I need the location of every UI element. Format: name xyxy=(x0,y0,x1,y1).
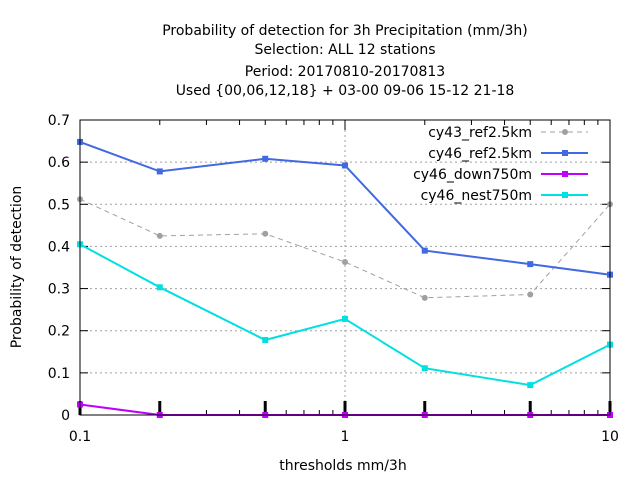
y-tick-label: 0.7 xyxy=(48,113,70,129)
plot-frame xyxy=(79,119,611,416)
legend: cy43_ref2.5km cy46_ref2.5km cy46_down750mc… xyxy=(413,125,588,204)
x-tick-label: 10 xyxy=(601,429,619,445)
y-axis-label: Probability of detection xyxy=(9,186,25,349)
legend-label: cy46_ref2.5km xyxy=(428,146,532,162)
legend-label: cy43_ref2.5km xyxy=(428,125,532,141)
data-point xyxy=(421,294,428,301)
series-cy43_ref2.5km xyxy=(77,196,613,301)
tick-labels: 0 0.1 0.2 0.3 0.4 0.5 0.6 0.7 0.1 1 10 xyxy=(48,113,619,445)
y-tick-label: 0.4 xyxy=(48,239,70,255)
x-axis-label: thresholds mm/3h xyxy=(279,458,406,474)
legend-swatch-marker xyxy=(562,192,568,198)
chart-title-block: Probability of detection for 3h Precipit… xyxy=(162,23,528,99)
data-point xyxy=(527,261,534,268)
data-point xyxy=(262,230,269,237)
x-tick-label: 1 xyxy=(341,429,350,445)
y-tick-label: 0.3 xyxy=(48,282,70,298)
data-point xyxy=(527,382,534,389)
y-tick-label: 0.6 xyxy=(48,155,70,171)
data-point xyxy=(342,259,348,266)
legend-swatch-marker xyxy=(562,150,568,156)
data-point xyxy=(262,155,269,162)
data-point xyxy=(156,232,163,239)
chart-title: Probability of detection for 3h Precipit… xyxy=(162,23,528,39)
data-point xyxy=(342,162,348,169)
data-point xyxy=(421,365,428,372)
data-point xyxy=(156,284,163,291)
legend-label: cy46_nest750m xyxy=(421,188,532,204)
x-tick-label: 0.1 xyxy=(69,429,91,445)
y-tick-label: 0.2 xyxy=(48,324,70,340)
y-tick-label: 0 xyxy=(61,408,70,424)
y-tick-label: 0.1 xyxy=(48,366,70,382)
data-point xyxy=(527,291,534,298)
grid xyxy=(80,120,610,415)
legend-label: cy46_down750m xyxy=(413,167,532,183)
legend-swatch-marker xyxy=(562,129,568,135)
chart-subtitle-selection: Selection: ALL 12 stations xyxy=(254,42,435,58)
legend-swatch-marker xyxy=(562,171,568,177)
data-point xyxy=(156,168,163,175)
y-tick-label: 0.5 xyxy=(48,197,70,213)
data-point xyxy=(342,315,348,322)
data-point xyxy=(262,336,269,343)
chart-subtitle-used: Used {00,06,12,18} + 03-00 09-06 15-12 2… xyxy=(176,83,515,99)
chart-subtitle-period: Period: 20170810-20170813 xyxy=(245,64,445,80)
series-line xyxy=(79,198,611,299)
data-point xyxy=(421,247,428,254)
